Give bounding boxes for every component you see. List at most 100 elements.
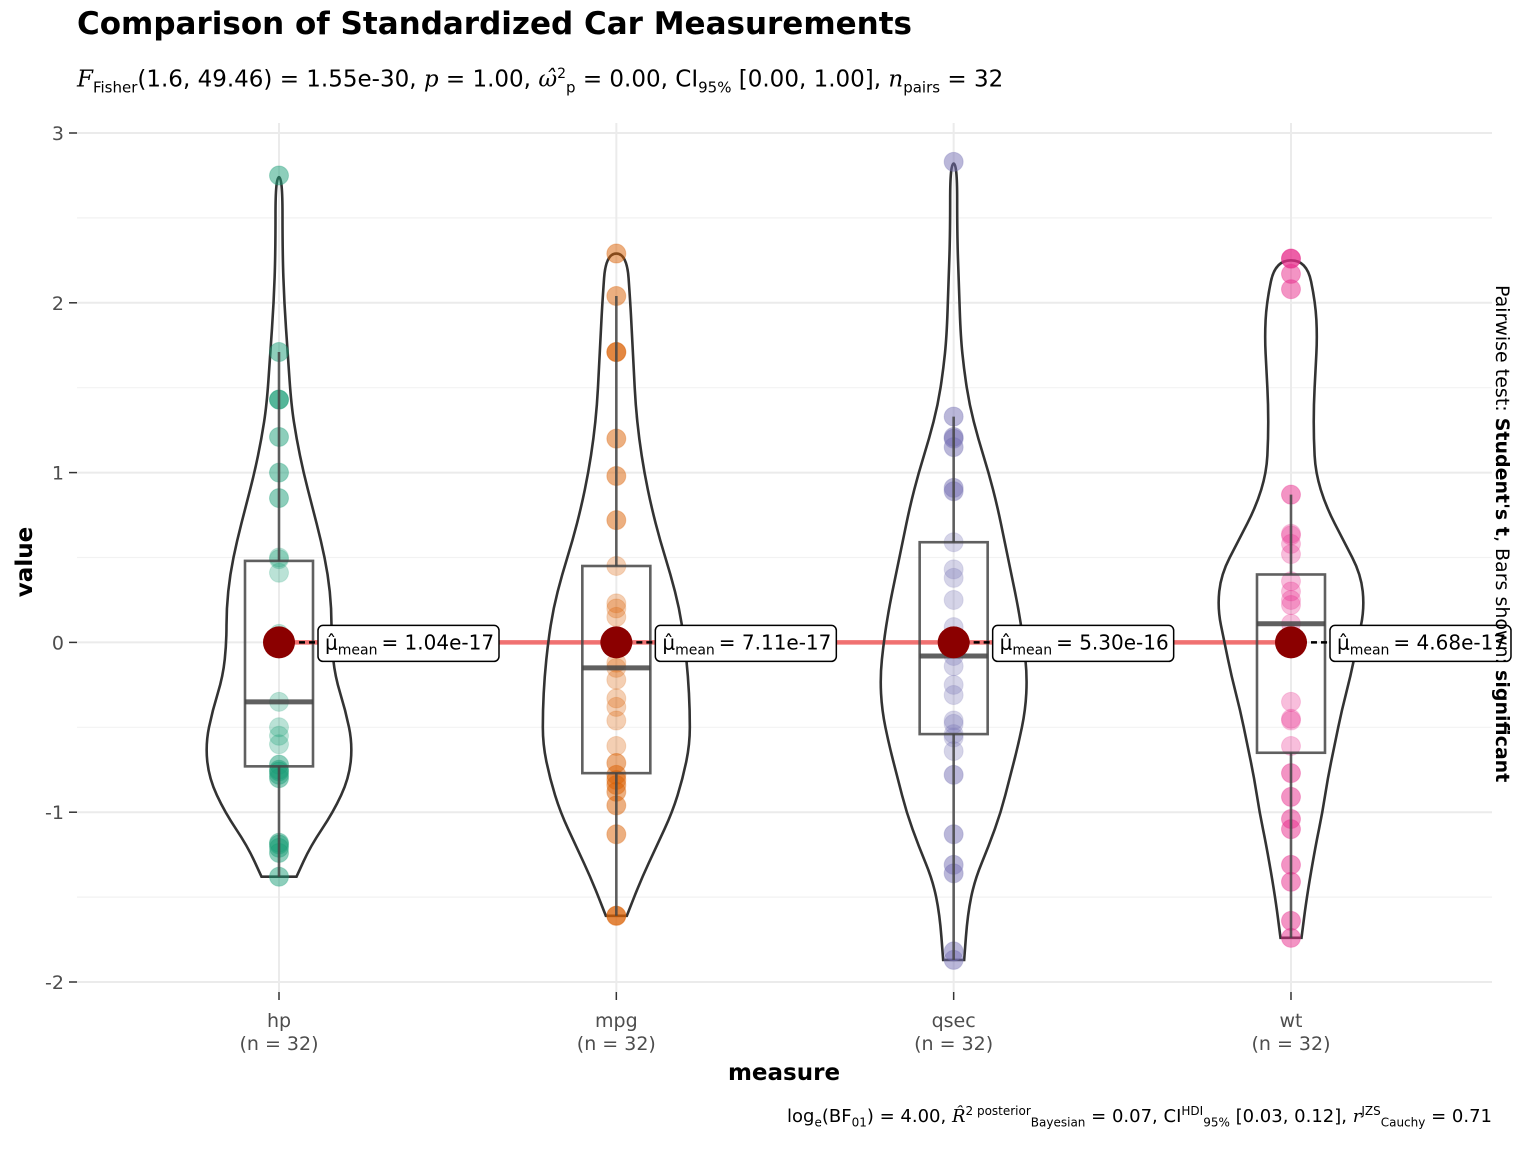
data-point-qsec xyxy=(943,685,964,706)
points-layer xyxy=(269,151,1301,970)
caption-ci-value: [0.03, 0.12], xyxy=(1235,1106,1347,1127)
data-point-wt xyxy=(1280,708,1301,729)
data-point-hp xyxy=(269,562,289,583)
r-symbol: r xyxy=(1352,1106,1362,1127)
chart-caption: loge(BF01) = 4.00, R̂2 posteriorBayesian… xyxy=(787,1104,1492,1130)
chart-title: Comparison of Standardized Car Measureme… xyxy=(77,6,913,42)
data-point-wt xyxy=(1280,691,1301,712)
bf-sub-e: e xyxy=(814,1115,822,1130)
caption-ci-sup: HDI xyxy=(1181,1104,1204,1118)
x-tick-count-label: (n = 32) xyxy=(1251,1033,1330,1055)
mean-point-hp xyxy=(263,626,295,659)
x-tick-label: mpg xyxy=(595,1010,638,1032)
y-tick-label: -2 xyxy=(45,972,64,994)
y-tick-label: -1 xyxy=(45,802,64,824)
chart-subtitle: FFisher(1.6, 49.46) = 1.55e-30, p = 1.00… xyxy=(77,66,1003,96)
mean-label-hp: μ̂mean = 1.04e-17 xyxy=(325,630,494,658)
pairwise-test-label: Pairwise test: Student's t, Bars shown: … xyxy=(1491,285,1536,845)
data-point-wt xyxy=(1280,595,1301,616)
mean-layer: μ̂mean = 1.04e-17 μ̂mean = 7.11e-17 μ̂mean = … xyxy=(263,624,1512,663)
r-sup: JZS xyxy=(1361,1104,1381,1118)
data-point-mpg xyxy=(606,735,627,756)
box-hp xyxy=(243,559,315,768)
mean-label-box-qsec xyxy=(991,624,1175,663)
y-tick-label: 0 xyxy=(52,632,64,654)
data-point-qsec xyxy=(943,710,964,731)
box-qsec xyxy=(918,540,989,736)
bf-paren: (BF xyxy=(821,1106,852,1127)
box-layer xyxy=(243,296,1327,960)
ci-symbol: CI xyxy=(675,66,699,93)
p-value: = 1.00, xyxy=(445,66,531,93)
f-sub: Fisher xyxy=(92,78,138,97)
omega-value: = 0.00, xyxy=(582,66,668,93)
caption-ci-symbol: CI xyxy=(1163,1106,1182,1127)
y-tick-label: 1 xyxy=(52,463,64,485)
y-axis-title: value xyxy=(12,527,38,597)
x-tick-label: wt xyxy=(1279,1010,1302,1032)
mean-label-wt: μ̂mean = 4.68e-17 xyxy=(1337,630,1506,658)
r2-value: = 0.07, xyxy=(1091,1106,1158,1127)
mean-point-qsec xyxy=(937,626,970,659)
pairwise-test-name: Student's t xyxy=(1491,417,1513,536)
pairwise-bars: significant xyxy=(1491,670,1513,783)
data-point-mpg xyxy=(606,593,627,614)
pairwise-middle: , Bars shown: xyxy=(1491,535,1513,671)
omega-symbol: ω̂ xyxy=(538,66,558,93)
data-point-qsec xyxy=(943,674,964,695)
data-point-qsec xyxy=(943,656,964,677)
data-point-hp xyxy=(269,734,289,755)
omega-sub: p xyxy=(566,78,576,97)
grid-layer xyxy=(77,123,1492,992)
pairwise-prefix: Pairwise test: xyxy=(1491,285,1513,418)
r-value: = 0.71 xyxy=(1431,1106,1492,1127)
f-value: = 1.55e-30, xyxy=(279,66,417,93)
f-args: (1.6, 49.46) xyxy=(137,66,273,93)
f-symbol: F xyxy=(77,66,93,93)
mean-label-qsec: μ̂mean = 5.30e-16 xyxy=(1000,630,1169,658)
data-point-qsec xyxy=(943,589,964,610)
x-axis-title: measure xyxy=(728,1060,840,1086)
violin-layer xyxy=(205,162,1365,962)
n-sub: pairs xyxy=(903,78,941,97)
ci-sub: 95% xyxy=(698,78,732,97)
mean-point-mpg xyxy=(600,626,633,659)
r2-sub: Bayesian xyxy=(1030,1115,1086,1130)
x-tick-count-label: (n = 32) xyxy=(577,1033,656,1055)
bf-sub-01: 01 xyxy=(851,1115,867,1130)
x-tick-label: qsec xyxy=(932,1010,976,1032)
caption-ci-sub: 95% xyxy=(1203,1115,1230,1130)
data-point-wt xyxy=(1280,589,1301,610)
data-point-hp xyxy=(269,165,289,186)
y-tick-label: 2 xyxy=(52,293,64,315)
mean-label-box-wt xyxy=(1329,624,1512,663)
data-point-mpg xyxy=(606,669,627,690)
data-point-wt xyxy=(1280,581,1301,602)
data-point-wt xyxy=(1280,710,1301,731)
y-tick-label: 3 xyxy=(52,123,64,145)
mean-label-box-mpg xyxy=(654,624,838,663)
data-point-mpg xyxy=(606,606,627,627)
data-point-mpg xyxy=(606,243,627,264)
data-point-qsec xyxy=(943,567,964,588)
r2-symbol: R̂ xyxy=(951,1106,966,1127)
mean-label-mpg: μ̂mean = 7.11e-17 xyxy=(662,630,831,658)
data-point-mpg xyxy=(606,710,627,731)
bf-value: ) = 4.00, xyxy=(866,1106,947,1127)
r2-sup: 2 posterior xyxy=(965,1104,1031,1118)
x-tick-count-label: (n = 32) xyxy=(239,1033,318,1055)
x-tick-count-label: (n = 32) xyxy=(914,1033,993,1055)
ci-value: [0.00, 1.00], xyxy=(738,66,882,93)
box-wt xyxy=(1255,573,1327,755)
data-point-hp xyxy=(269,725,289,746)
violin-wt xyxy=(1217,259,1365,940)
r-sub: Cauchy xyxy=(1380,1115,1426,1130)
omega-sup: 2 xyxy=(557,66,566,82)
x-tick-label: hp xyxy=(267,1010,291,1032)
data-point-wt xyxy=(1280,279,1301,300)
data-point-mpg xyxy=(606,598,627,619)
data-point-mpg xyxy=(606,696,627,717)
mean-label-box-hp xyxy=(317,624,500,663)
